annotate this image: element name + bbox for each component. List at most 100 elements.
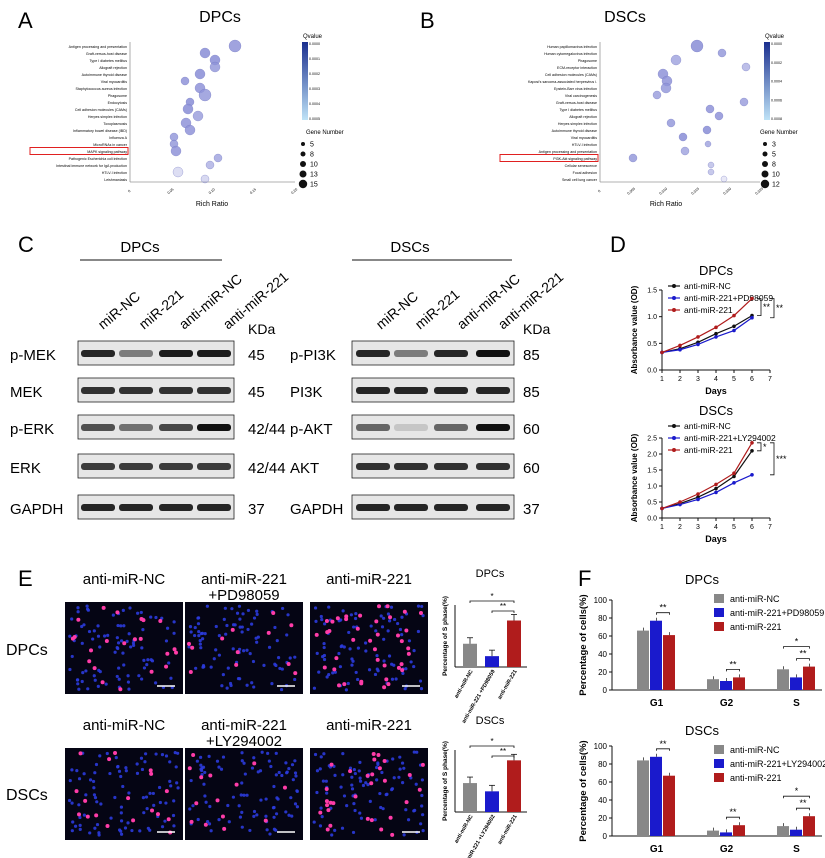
panel-letter-a: A bbox=[18, 8, 33, 33]
c-left-protein-label: p-ERK bbox=[10, 421, 54, 438]
d-dscs-legend-marker bbox=[672, 424, 676, 428]
c-left-blot-band bbox=[119, 504, 153, 511]
e-sbar-dpcs-ylabel: Percentage of S phase(%) bbox=[442, 596, 449, 676]
d-dscs-ytick: 0.5 bbox=[647, 500, 657, 507]
b-term-label: Type I diabetes mellitus bbox=[559, 108, 597, 112]
e-bottom-col-label: anti-miR-221 bbox=[326, 717, 412, 734]
c-left-protein-label: MEK bbox=[10, 384, 43, 401]
f-dpcs-bar bbox=[803, 666, 815, 690]
d-dpcs-ytick: 0.5 bbox=[647, 341, 657, 348]
c-right-protein-label: AKT bbox=[290, 460, 319, 477]
c-right-blot-band bbox=[476, 424, 510, 431]
a-xtick: 0.15 bbox=[249, 187, 257, 195]
e-bottom-col-label: anti-miR-NC bbox=[83, 717, 166, 734]
c-left-blot-band bbox=[119, 350, 153, 357]
b-bubble bbox=[714, 111, 724, 121]
c-right-blot-band bbox=[434, 504, 468, 511]
f-dscs-legend-swatch bbox=[714, 773, 724, 782]
lane-label-right: miR-221 bbox=[412, 286, 463, 332]
a-bubble bbox=[209, 61, 221, 73]
c-left-blot-band bbox=[159, 463, 193, 470]
b-term-label: PI3K-Akt signaling pathway bbox=[553, 157, 597, 161]
a-bubble bbox=[199, 47, 211, 59]
e-sbar-dpcs-sig-label: ** bbox=[500, 602, 506, 611]
a-term-label: Type I diabetes mellitus bbox=[89, 59, 127, 63]
c-left-kda-value: 42/44 bbox=[248, 421, 286, 438]
b-xtick: 0.025 bbox=[755, 187, 764, 196]
f-dpcs-category-label: G2 bbox=[720, 698, 734, 709]
a-term-label: Pathogenic Escherichia coli infection bbox=[69, 157, 127, 161]
d-dscs-xtick: 1 bbox=[660, 524, 664, 531]
d-dscs-data-point bbox=[732, 474, 736, 479]
d-dscs-ytick: 1.5 bbox=[647, 468, 657, 475]
d-dscs-legend-label: anti-miR-221 bbox=[684, 445, 733, 455]
c-right-blot-band bbox=[434, 424, 468, 431]
d-dpcs-data-point bbox=[714, 331, 718, 336]
d-dscs-ytick: 2.5 bbox=[647, 436, 657, 443]
d-dscs-title: DSCs bbox=[699, 403, 733, 418]
panel-letter-e: E bbox=[18, 566, 33, 591]
f-dscs-ytick: 40 bbox=[598, 796, 607, 805]
c-left-blot-band bbox=[197, 504, 231, 511]
d-dpcs-sig-label: ** bbox=[763, 302, 771, 312]
b-bubble bbox=[704, 140, 712, 148]
f-dpcs-bar bbox=[650, 620, 662, 690]
a-bubble bbox=[170, 145, 182, 157]
c-left-kda-value: 45 bbox=[248, 347, 265, 364]
f-dscs-bar bbox=[803, 816, 815, 836]
b-gene-legend-dot bbox=[762, 161, 768, 167]
b-q-tick: 0.0006 bbox=[771, 98, 782, 102]
e-top-col-label: anti-miR-221 bbox=[326, 571, 412, 588]
f-dscs-ytick: 0 bbox=[603, 832, 608, 841]
b-bubble bbox=[678, 132, 688, 142]
e-row-label-dpcs: DPCs bbox=[6, 642, 48, 659]
b-xtick: 0.020 bbox=[723, 187, 732, 196]
d-dpcs-series-line bbox=[661, 315, 753, 353]
c-left-blot-band bbox=[197, 424, 231, 431]
b-bubble bbox=[720, 175, 728, 183]
a-term-label: Influenza A bbox=[109, 136, 127, 140]
f-dscs-category-label: S bbox=[793, 844, 800, 855]
a-q-tick: 0.0000 bbox=[309, 42, 320, 46]
a-gene-legend-label: 15 bbox=[310, 182, 318, 189]
f-dscs-ytick: 100 bbox=[594, 742, 608, 751]
b-gene-legend-label: 5 bbox=[772, 152, 776, 159]
f-dpcs-ytick: 80 bbox=[598, 614, 607, 623]
a-gene-legend-dot bbox=[301, 142, 305, 146]
b-term-label: Kaposi's sarcoma-associated herpesvirus … bbox=[528, 80, 597, 84]
f-dpcs-title: DPCs bbox=[685, 572, 719, 587]
b-q-tick: 0.0008 bbox=[771, 117, 782, 121]
d-dscs-data-point bbox=[714, 486, 718, 491]
d-dpcs-xtick: 7 bbox=[768, 376, 772, 383]
b-bubble bbox=[707, 168, 715, 176]
c-right-blot-band bbox=[476, 387, 510, 394]
c-left-blot-band bbox=[81, 463, 115, 470]
e-row-label-dscs: DSCs bbox=[6, 787, 48, 804]
a-term-label: MAPK signaling pathway bbox=[87, 150, 127, 154]
a-gene-legend-dot bbox=[300, 161, 306, 167]
e-sbar-dpcs-bar bbox=[507, 620, 521, 667]
panel-c-kda-right: KDa bbox=[523, 321, 550, 337]
b-gene-legend-dot bbox=[763, 142, 767, 146]
f-dpcs-ytick: 0 bbox=[603, 686, 608, 695]
a-bubble bbox=[198, 88, 212, 102]
d-dpcs-legend-marker bbox=[672, 308, 676, 312]
c-right-blot-band bbox=[394, 463, 428, 470]
c-left-blot-band bbox=[81, 424, 115, 431]
e-sbar-dscs-bar bbox=[485, 791, 499, 812]
f-dscs-ylabel: Percentage of cells(%) bbox=[578, 740, 589, 841]
b-gene-legend-dot bbox=[760, 179, 770, 189]
c-right-blot-band bbox=[356, 463, 390, 470]
a-bubble bbox=[192, 110, 204, 122]
c-left-blot-band bbox=[81, 387, 115, 394]
d-dpcs-series-line bbox=[661, 298, 753, 353]
panel-letter-f: F bbox=[578, 566, 591, 591]
b-term-label: Cellular senescence bbox=[565, 164, 597, 168]
e-micrograph-bottom bbox=[65, 748, 183, 840]
b-q-tick: 0.0002 bbox=[771, 61, 782, 65]
f-dpcs-bar bbox=[720, 681, 732, 690]
f-dpcs-bar bbox=[777, 669, 789, 690]
c-right-kda-value: 37 bbox=[523, 501, 540, 518]
c-right-blot-band bbox=[476, 350, 510, 357]
b-term-label: Phagosome bbox=[578, 59, 597, 63]
